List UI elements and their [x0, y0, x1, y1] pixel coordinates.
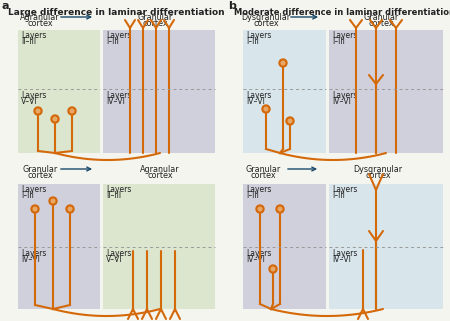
Circle shape	[70, 109, 74, 113]
Circle shape	[256, 205, 264, 213]
Circle shape	[269, 265, 277, 273]
Text: Layers: Layers	[332, 31, 357, 40]
Circle shape	[66, 205, 74, 213]
Circle shape	[49, 197, 57, 205]
Text: Layers: Layers	[21, 185, 46, 194]
Bar	[18, 30, 100, 153]
Text: Layers: Layers	[246, 249, 271, 258]
Text: cortex: cortex	[253, 19, 279, 28]
Text: cortex: cortex	[27, 19, 53, 28]
Text: I–III: I–III	[246, 37, 259, 46]
Text: cortex: cortex	[27, 171, 53, 180]
Bar	[329, 184, 443, 309]
Text: Layers: Layers	[106, 31, 131, 40]
Text: a: a	[2, 1, 9, 11]
Text: IV–VI: IV–VI	[332, 255, 351, 264]
Circle shape	[33, 207, 37, 211]
Bar	[243, 30, 326, 153]
Text: Layers: Layers	[106, 185, 131, 194]
Text: I–III: I–III	[246, 191, 259, 200]
Text: II–III: II–III	[106, 191, 121, 200]
Text: Layers: Layers	[21, 31, 46, 40]
Text: Layers: Layers	[21, 249, 46, 258]
Text: I–III: I–III	[332, 191, 345, 200]
Circle shape	[264, 107, 268, 111]
Text: Agranular: Agranular	[20, 13, 60, 22]
Text: IV–VI: IV–VI	[106, 97, 125, 106]
Text: cortex: cortex	[147, 171, 173, 180]
Text: Moderate difference in laminar differentiation: Moderate difference in laminar different…	[234, 8, 450, 17]
Circle shape	[258, 207, 262, 211]
Bar	[243, 184, 326, 309]
Circle shape	[53, 117, 57, 121]
Circle shape	[278, 207, 282, 211]
Text: cortex: cortex	[142, 19, 168, 28]
Text: Large difference in laminar differentiation: Large difference in laminar differentiat…	[8, 8, 225, 17]
Text: Granular: Granular	[22, 165, 58, 174]
Bar	[103, 184, 215, 309]
Text: Layers: Layers	[246, 91, 271, 100]
Circle shape	[31, 205, 39, 213]
Text: Agranular: Agranular	[140, 165, 180, 174]
Text: IV–VI: IV–VI	[332, 97, 351, 106]
Circle shape	[68, 207, 72, 211]
Text: Layers: Layers	[246, 31, 271, 40]
Bar	[18, 184, 100, 309]
Text: cortex: cortex	[365, 171, 391, 180]
Text: I–III: I–III	[332, 37, 345, 46]
Circle shape	[276, 205, 284, 213]
Circle shape	[281, 61, 285, 65]
Text: IV–VI: IV–VI	[246, 97, 265, 106]
Text: cortex: cortex	[368, 19, 394, 28]
Circle shape	[262, 105, 270, 113]
Circle shape	[51, 199, 55, 203]
Circle shape	[68, 107, 76, 115]
Text: I–III: I–III	[106, 37, 119, 46]
Text: Layers: Layers	[106, 249, 131, 258]
Circle shape	[51, 115, 59, 123]
Text: cortex: cortex	[250, 171, 276, 180]
Circle shape	[279, 59, 287, 67]
Text: IV–VI: IV–VI	[246, 255, 265, 264]
Text: V–VI: V–VI	[21, 97, 38, 106]
Text: Layers: Layers	[106, 91, 131, 100]
Bar	[103, 30, 215, 153]
Text: Granular: Granular	[364, 13, 399, 22]
Text: Layers: Layers	[332, 185, 357, 194]
Text: II–III: II–III	[21, 37, 36, 46]
Circle shape	[34, 107, 42, 115]
Circle shape	[36, 109, 40, 113]
Circle shape	[271, 267, 275, 271]
Text: V–VI: V–VI	[106, 255, 122, 264]
Text: IV–VI: IV–VI	[21, 255, 40, 264]
Text: Layers: Layers	[332, 249, 357, 258]
Text: b: b	[228, 1, 236, 11]
Text: Dysgranular: Dysgranular	[353, 165, 403, 174]
Bar	[329, 30, 443, 153]
Text: Granular: Granular	[137, 13, 173, 22]
Text: I–III: I–III	[21, 191, 34, 200]
Circle shape	[286, 117, 294, 125]
Circle shape	[288, 119, 292, 123]
Text: Granular: Granular	[245, 165, 281, 174]
Text: Layers: Layers	[21, 91, 46, 100]
Text: Layers: Layers	[332, 91, 357, 100]
Text: Dysgranular: Dysgranular	[242, 13, 291, 22]
Text: Layers: Layers	[246, 185, 271, 194]
